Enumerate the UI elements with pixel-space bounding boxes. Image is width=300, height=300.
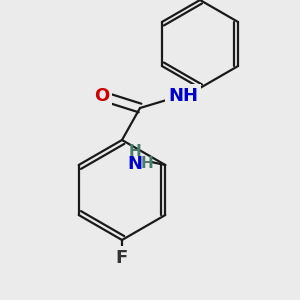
Text: N: N	[128, 155, 143, 173]
Text: H: H	[141, 157, 154, 172]
Text: O: O	[94, 87, 110, 105]
Text: H: H	[129, 145, 142, 160]
Text: F: F	[116, 249, 128, 267]
Text: NH: NH	[168, 87, 198, 105]
